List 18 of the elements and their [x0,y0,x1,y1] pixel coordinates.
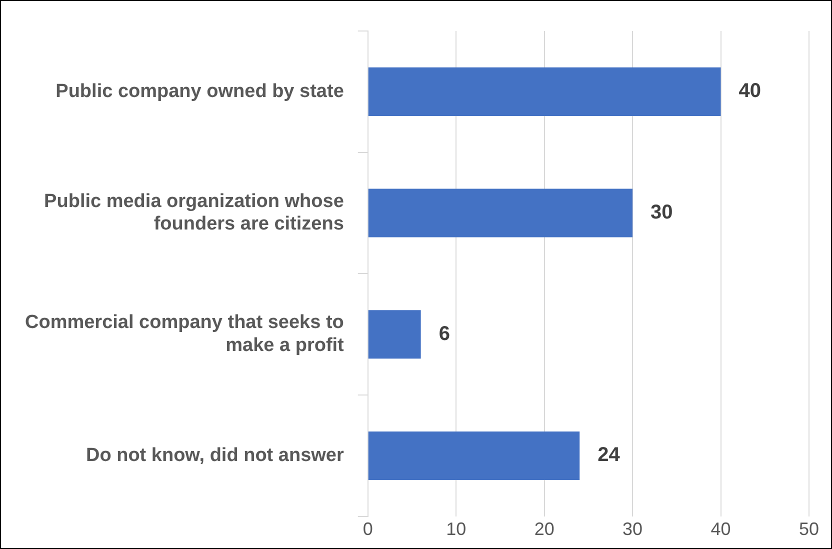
x-tick-label: 20 [534,519,554,540]
bar [368,310,421,359]
data-label: 6 [438,322,450,345]
y-tick-label: Do not know, did not answer [86,444,344,466]
y-tick-label: Commercial company that seeks to make a profit [25,312,345,356]
bar [368,431,580,480]
x-tick-label: 0 [362,519,373,540]
bar [368,188,633,238]
x-tick-label: 30 [622,519,643,540]
y-tick-label: Public company owned by state [56,80,344,102]
data-label: 24 [598,444,621,466]
data-label: 40 [738,80,762,102]
x-tick-label: 10 [446,519,466,540]
bar [368,67,721,116]
data-label: 30 [650,202,673,224]
x-tick-label: 50 [798,519,820,540]
y-tick-label: Public media organization whose founders are citizens [44,190,344,235]
x-tick-label: 40 [710,519,731,540]
